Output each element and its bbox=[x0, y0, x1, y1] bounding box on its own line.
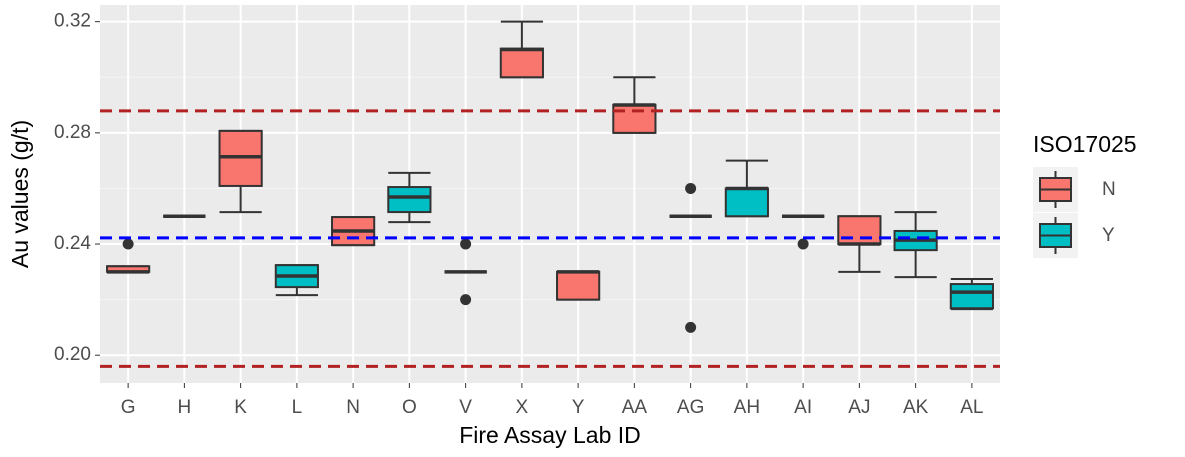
legend-label: N bbox=[1102, 179, 1116, 200]
y-tick-label: 0.32 bbox=[54, 11, 91, 32]
x-tick-label: AG bbox=[677, 397, 704, 418]
box bbox=[387, 186, 432, 214]
x-tick-label: X bbox=[516, 397, 529, 418]
box bbox=[499, 47, 544, 79]
outlier bbox=[685, 182, 697, 194]
x-tick-label: O bbox=[402, 397, 417, 418]
x-tick-label: L bbox=[292, 397, 303, 418]
box bbox=[556, 270, 601, 301]
outlier bbox=[122, 238, 134, 250]
x-axis-title: Fire Assay Lab ID bbox=[459, 422, 641, 448]
x-tick-label: Y bbox=[572, 397, 585, 418]
x-tick-label: V bbox=[459, 397, 472, 418]
box bbox=[612, 103, 657, 134]
outlier bbox=[797, 238, 809, 250]
y-tick-label: 0.20 bbox=[54, 344, 91, 365]
outlier bbox=[460, 294, 472, 306]
y-axis-title: Au values (g/t) bbox=[7, 120, 33, 268]
legend-title: ISO17025 bbox=[1033, 131, 1137, 157]
legend-label: Y bbox=[1102, 225, 1115, 246]
y-tick-label: 0.24 bbox=[54, 233, 91, 254]
x-tick-label: G bbox=[121, 397, 136, 418]
x-tick-label: N bbox=[346, 397, 360, 418]
x-tick-label: AL bbox=[960, 397, 983, 418]
outlier bbox=[685, 321, 697, 333]
plot-panel bbox=[100, 5, 1000, 383]
x-tick-label: K bbox=[234, 397, 247, 418]
box bbox=[949, 283, 994, 310]
x-tick-label: AH bbox=[734, 397, 760, 418]
x-tick-label: H bbox=[178, 397, 192, 418]
x-tick-label: AA bbox=[622, 397, 648, 418]
x-tick-label: AJ bbox=[848, 397, 870, 418]
y-tick-label: 0.28 bbox=[54, 122, 91, 143]
outlier bbox=[460, 238, 472, 250]
x-tick-label: AI bbox=[794, 397, 812, 418]
box bbox=[724, 187, 769, 218]
box bbox=[837, 215, 882, 246]
x-tick-label: AK bbox=[903, 397, 929, 418]
